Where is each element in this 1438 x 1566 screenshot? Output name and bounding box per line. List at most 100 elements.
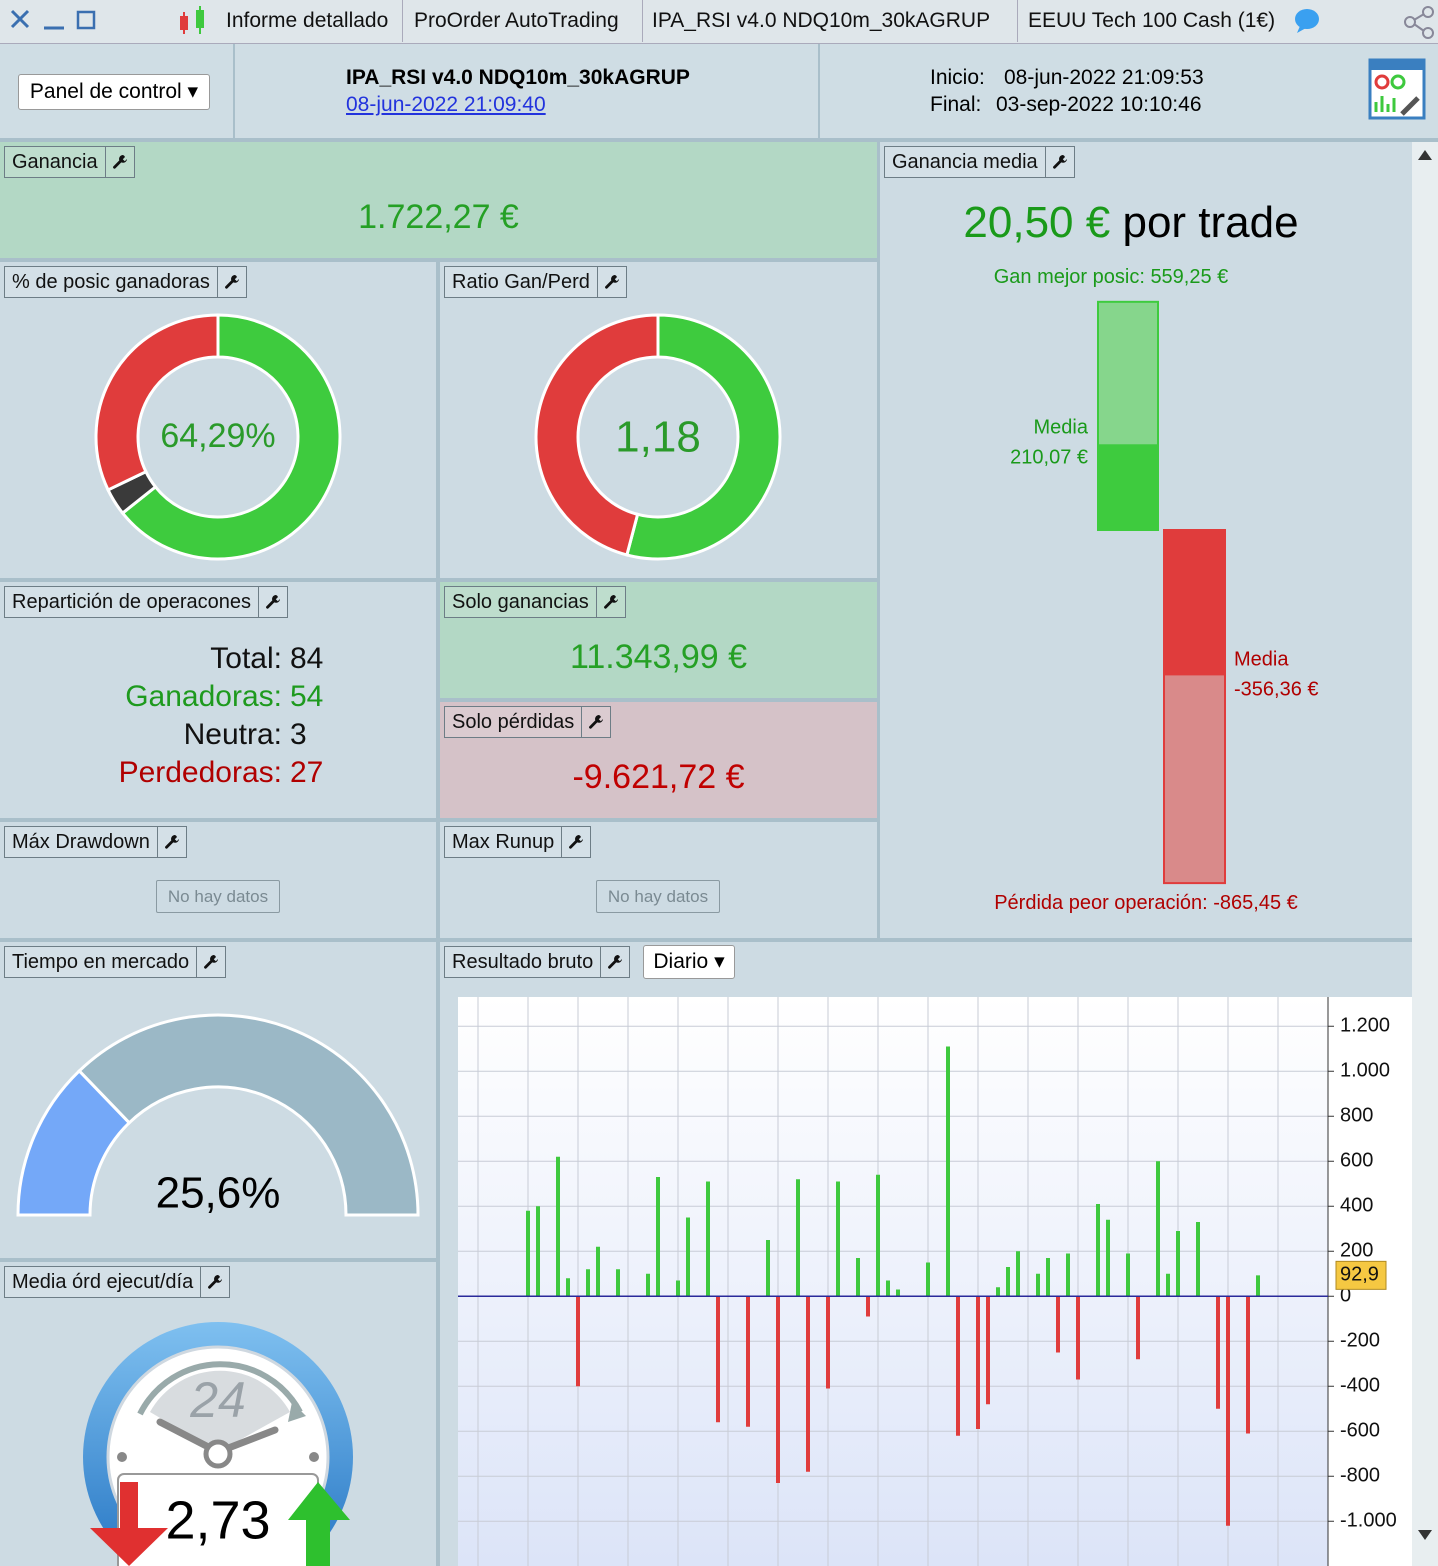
clock-label: 24 [189, 1372, 246, 1428]
settings-button[interactable] [216, 267, 246, 297]
bar [896, 1289, 900, 1297]
decoration [204, 955, 219, 969]
strategy-title: IPA_RSI v4.0 NDQ10m_30kAGRUP [346, 66, 690, 89]
mean-loss-bar [1165, 530, 1224, 676]
panel-title: Ganancia media [884, 146, 1075, 178]
stat-value: 84 [290, 642, 324, 675]
start-label: Inicio: [930, 66, 985, 89]
worst-label: Pérdida peor operación: [994, 892, 1208, 914]
title-text: Ratio Gan/Perd [452, 270, 590, 293]
bar [1106, 1219, 1110, 1297]
bar [686, 1217, 690, 1297]
settings-button[interactable] [1044, 147, 1074, 177]
decoration [117, 1452, 127, 1462]
chat-icon [1295, 9, 1319, 33]
donut: 1,18 [534, 313, 782, 561]
header: Panel de control ▾ IPA_RSI v4.0 NDQ10m_3… [0, 44, 1438, 138]
y-tick-label: 0 [1340, 1285, 1351, 1307]
bar [1096, 1204, 1100, 1297]
decoration [1052, 155, 1067, 169]
stat-row: Total: 84 [0, 640, 436, 678]
gauge-rest [77, 1013, 420, 1217]
bar [556, 1156, 560, 1297]
settings-button[interactable] [156, 827, 186, 857]
decoration [164, 835, 179, 849]
bar [1066, 1253, 1070, 1297]
bar [1196, 1222, 1200, 1297]
end-date: 03-sep-2022 10:10:46 [996, 93, 1202, 116]
stat-row: Ganadoras: 54 [0, 678, 436, 716]
title-text: Ganancia media [892, 150, 1038, 173]
settings-button[interactable] [200, 1267, 229, 1297]
bar [766, 1240, 770, 1297]
bar [1216, 1296, 1220, 1409]
settings-button[interactable] [196, 947, 225, 977]
panel-title: % de posic ganadoras [4, 266, 247, 298]
tab-bar: Informe detallado ProOrder AutoTrading I… [0, 0, 1438, 44]
decoration [1422, 6, 1434, 18]
value: 20,50 € [963, 198, 1111, 247]
period-dropdown[interactable]: Diario ▾ [643, 945, 735, 979]
bar [806, 1296, 810, 1472]
no-data-button[interactable]: No hay datos [156, 880, 280, 913]
title-text: Ganancia [12, 150, 98, 173]
tab[interactable]: EEUU Tech 100 Cash (1€) [1028, 0, 1328, 42]
decoration [90, 1482, 168, 1566]
chart: -1.000 -800 -600 -400 -200 0 200 400 600 800 1.000… [458, 997, 1412, 1566]
settings-button[interactable] [561, 827, 590, 857]
panel: Max Runup No hay datos [440, 822, 877, 938]
bar [1046, 1258, 1050, 1297]
y-tick-label: -800 [1340, 1465, 1380, 1487]
decoration [569, 835, 584, 849]
settings-button[interactable] [104, 147, 134, 177]
title-text: Solo ganancias [452, 590, 589, 613]
wrench-icon [604, 275, 619, 289]
dropdown[interactable]: Panel de control ▾ [18, 74, 210, 110]
date-link[interactable]: 08-jun-2022 21:09:40 [346, 93, 546, 116]
settings-button[interactable] [595, 587, 625, 617]
bar [616, 1269, 620, 1297]
panel-title: Ganancia [4, 146, 135, 178]
title-text: Repartición de operacones [12, 590, 252, 613]
settings-button[interactable] [596, 267, 626, 297]
tab[interactable]: ProOrder AutoTrading [414, 0, 643, 42]
wrench-icon [204, 955, 219, 969]
donut-label: 64,29% [160, 417, 275, 455]
tab[interactable]: Informe detallado [226, 0, 403, 42]
scroll-down[interactable] [1418, 1530, 1432, 1540]
share-icon[interactable] [1400, 4, 1438, 40]
tab[interactable]: IPA_RSI v4.0 NDQ10m_30kAGRUP [652, 0, 1018, 42]
decoration [1297, 26, 1306, 33]
end-label: Final: [930, 93, 982, 116]
report-icon[interactable] [1368, 58, 1428, 122]
bar [876, 1174, 880, 1297]
bar [866, 1296, 870, 1317]
bar [956, 1296, 960, 1436]
window-controls[interactable] [8, 8, 108, 34]
no-data-button[interactable]: No hay datos [596, 880, 720, 913]
y-tick-label: 800 [1340, 1105, 1373, 1127]
wrench-icon [208, 1275, 223, 1289]
title-text: Max Runup [452, 830, 555, 853]
donut-segment [625, 313, 782, 561]
best-line: Gan mejor posic: 559,25 € [880, 266, 1412, 289]
settings-button[interactable] [600, 947, 629, 977]
bar [986, 1296, 990, 1405]
settings-button[interactable] [258, 587, 287, 617]
panel: Máx Drawdown No hay datos [0, 822, 436, 938]
decoration [288, 1482, 350, 1566]
dropdown-label: Panel de control [29, 80, 182, 103]
decoration [1295, 9, 1319, 29]
y-tick-label: -600 [1340, 1420, 1380, 1442]
stat-value: 27 [290, 756, 324, 789]
settings-button[interactable] [581, 707, 610, 737]
scroll-up[interactable] [1418, 150, 1432, 160]
panel: Solo pérdidas -9.621,72 € [440, 702, 877, 818]
bar [706, 1181, 710, 1297]
bar [1166, 1273, 1170, 1297]
decoration [1374, 74, 1390, 90]
decoration [604, 275, 619, 289]
stat-value: 54 [290, 680, 324, 713]
scrollbar[interactable] [1412, 142, 1438, 1566]
panel-title: Tiempo en mercado [4, 946, 227, 978]
